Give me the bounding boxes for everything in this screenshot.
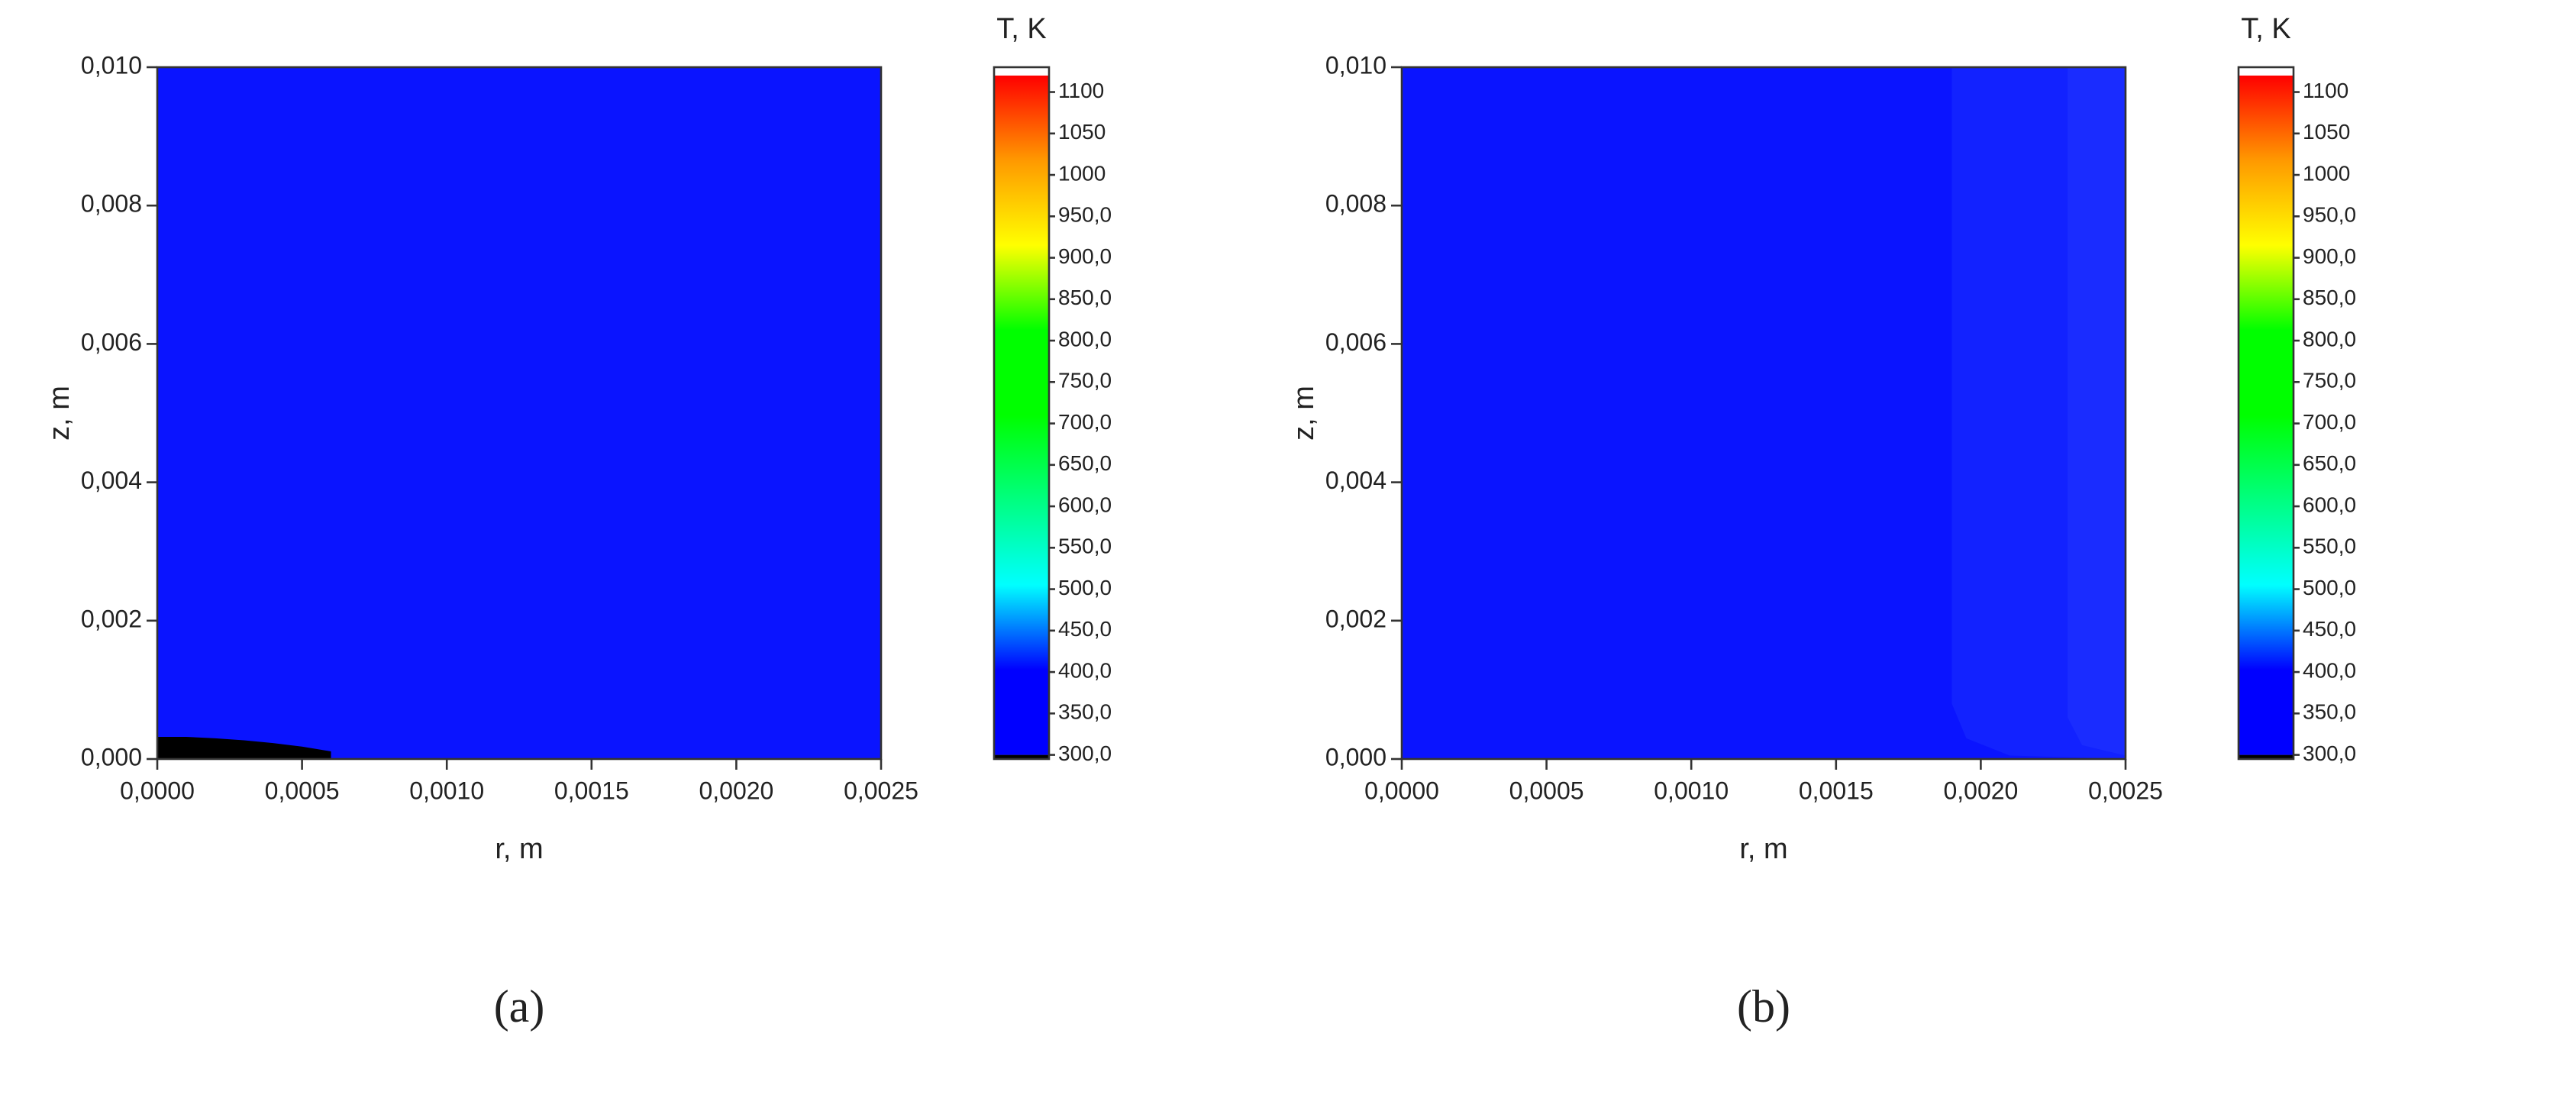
colorbar-tick-label: 300,0: [1058, 741, 1112, 765]
colorbar-tick-label: 700,0: [1058, 410, 1112, 434]
colorbar-tick-label: 950,0: [1058, 203, 1112, 227]
colorbar-tick-label: 950,0: [2303, 203, 2356, 227]
panel-caption: (b): [1737, 981, 1790, 1032]
colorbar-tick-label: 850,0: [1058, 286, 1112, 309]
colorbar-under: [2239, 754, 2294, 759]
y-tick-label: 0,006: [1325, 328, 1386, 356]
y-tick-label: 0,008: [1325, 190, 1386, 218]
y-tick-label: 0,008: [81, 190, 142, 218]
x-axis-label: r, m: [1739, 833, 1787, 865]
y-tick-label: 0,004: [1325, 467, 1386, 494]
colorbar-tick-label: 500,0: [2303, 576, 2356, 599]
y-tick-label: 0,006: [81, 328, 142, 356]
x-tick-label: 0,0000: [1364, 777, 1439, 804]
x-tick-label: 0,0020: [1943, 777, 2018, 804]
x-tick-label: 0,0020: [699, 777, 773, 804]
panel-caption: (a): [494, 981, 545, 1032]
colorbar-tick-label: 650,0: [1058, 451, 1112, 475]
colorbar-tick-label: 600,0: [1058, 493, 1112, 516]
colorbar-frame: [993, 66, 1051, 761]
y-tick-label: 0,000: [1325, 743, 1386, 770]
colorbar-tick-label: 350,0: [1058, 700, 1112, 724]
colorbar-title: T, K: [996, 13, 1046, 45]
colorbar-tick-label: 900,0: [2303, 244, 2356, 268]
colorbar-tick-label: 850,0: [2303, 286, 2356, 309]
colorbar-tick-label: 900,0: [1058, 244, 1112, 268]
colorbar-tick-label: 550,0: [2303, 535, 2356, 558]
colorbar-tick-label: 1100: [2303, 79, 2348, 102]
colorbar-tick-label: 600,0: [2303, 493, 2356, 516]
y-tick-label: 0,002: [1325, 605, 1386, 632]
colorbar-tick-label: 1050: [1058, 120, 1106, 144]
x-axis-label: r, m: [495, 833, 543, 865]
colorbar-over: [994, 67, 1049, 76]
colorbar-tick-label: 1000: [2303, 161, 2350, 185]
colorbar-tick-label: 1100: [1058, 79, 1104, 102]
plot-frame: [1400, 66, 2127, 761]
colorbar-tick-label: 400,0: [2303, 658, 2356, 682]
colorbar-tick-label: 300,0: [2303, 741, 2356, 765]
colorbar-over: [2239, 67, 2294, 76]
colorbar-tick-label: 750,0: [2303, 369, 2356, 392]
x-tick-label: 0,0005: [265, 777, 340, 804]
y-axis-label: z, m: [44, 386, 76, 441]
y-tick-label: 0,002: [81, 605, 142, 632]
colorbar-tick-label: 800,0: [2303, 327, 2356, 350]
x-tick-label: 0,0025: [2088, 777, 2163, 804]
x-tick-label: 0,0015: [554, 777, 629, 804]
colorbar-tick-label: 450,0: [1058, 617, 1112, 641]
colorbar-ramp: [2239, 75, 2294, 755]
plot-frame: [156, 66, 883, 761]
colorbar-tick-label: 500,0: [1058, 576, 1112, 599]
colorbar-tick-label: 550,0: [1058, 535, 1112, 558]
colorbar-tick-label: 800,0: [1058, 327, 1112, 350]
colorbar-under: [994, 754, 1049, 759]
colorbar-frame: [2237, 66, 2295, 761]
colorbar-tick-label: 700,0: [2303, 410, 2356, 434]
y-axis-label: z, m: [1288, 386, 1320, 441]
y-tick-label: 0,010: [81, 51, 142, 79]
colorbar-tick-label: 350,0: [2303, 700, 2356, 724]
x-tick-label: 0,0015: [1799, 777, 1874, 804]
x-tick-label: 0,0025: [844, 777, 918, 804]
x-tick-label: 0,0005: [1509, 777, 1584, 804]
colorbar-tick-label: 750,0: [1058, 369, 1112, 392]
colorbar-tick-label: 400,0: [1058, 658, 1112, 682]
colorbar-title: T, K: [2241, 13, 2290, 45]
colorbar-ramp: [994, 75, 1049, 755]
region: [157, 737, 331, 759]
x-tick-label: 0,0000: [120, 777, 195, 804]
field: [157, 67, 881, 759]
y-tick-label: 0,010: [1325, 51, 1386, 79]
colorbar-tick-label: 1050: [2303, 120, 2350, 144]
colorbar-tick-label: 1000: [1058, 161, 1106, 185]
x-tick-label: 0,0010: [409, 777, 484, 804]
region: [2068, 67, 2126, 756]
y-tick-label: 0,004: [81, 467, 142, 494]
y-tick-label: 0,000: [81, 743, 142, 770]
x-tick-label: 0,0010: [1654, 777, 1729, 804]
colorbar-tick-label: 450,0: [2303, 617, 2356, 641]
colorbar-tick-label: 650,0: [2303, 451, 2356, 475]
